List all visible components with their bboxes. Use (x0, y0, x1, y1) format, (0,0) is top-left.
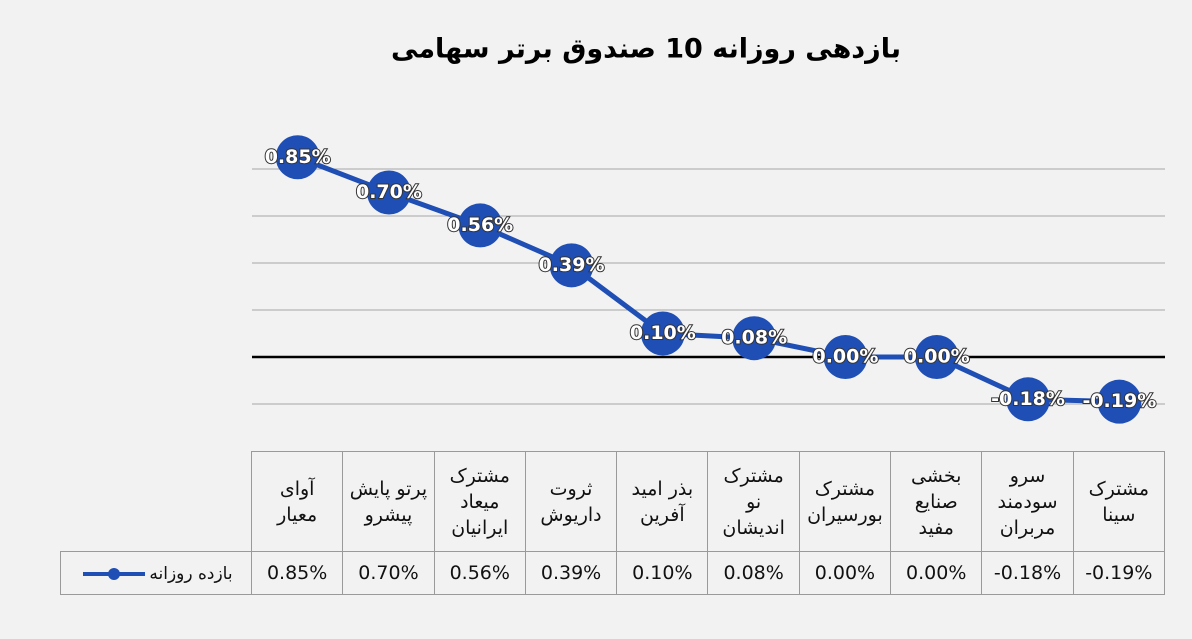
category-label: بخشی صنایع مفید (890, 451, 983, 552)
category-label: پرتو پایش پیشرو (342, 451, 435, 552)
empty-cell (60, 451, 252, 552)
point (275, 135, 320, 180)
point (1097, 379, 1142, 424)
data-label: -0.19% (1082, 390, 1156, 412)
point (640, 311, 685, 356)
table-value: 0.56% (433, 551, 526, 595)
category-label: مشترک نو اندیشان (707, 451, 800, 552)
data-label: 0.10% (630, 322, 696, 344)
table-value: 0.85% (250, 551, 344, 595)
data-label: 0.70% (356, 181, 422, 203)
legend-label: بازده روزانه (149, 564, 233, 584)
point (1006, 377, 1051, 422)
category-label: آوای معیار (250, 451, 344, 552)
category-label: مشترک میعاد ایرانیان (433, 451, 526, 552)
table-value: 0.10% (616, 551, 709, 595)
data-label: 0.00% (812, 346, 878, 368)
line (296, 154, 1120, 405)
data-label: 0.08% (721, 327, 787, 349)
point (732, 316, 777, 361)
table-value: 0.00% (798, 551, 892, 595)
point (366, 170, 411, 215)
data-label: 0.00% (904, 346, 970, 368)
table-value: -0.18% (981, 551, 1074, 595)
table-value: -0.19% (1072, 551, 1165, 595)
table-value: 0.70% (342, 551, 435, 595)
data-label: 0.56% (447, 214, 513, 236)
chart-title: بازدهی روزانه 10 صندوق برتر سهامی (391, 34, 901, 65)
data-label: 0.85% (265, 146, 331, 168)
point (458, 203, 503, 248)
category-row: آوای معیار پرتو پایش پیشرو مشترک میعاد ایر… (60, 451, 1165, 552)
data-label: 0.39% (539, 254, 605, 276)
point (914, 335, 959, 379)
data-label: -0.18% (991, 388, 1065, 410)
table-value: 0.00% (890, 551, 983, 595)
point (823, 335, 868, 379)
category-label: سرو سودمند مربران (981, 451, 1074, 552)
point (549, 243, 594, 288)
legend-cell: بازده روزانه (60, 551, 252, 595)
category-label: ثروت داریوش (524, 451, 618, 552)
legend-icon (83, 567, 146, 580)
category-label: مشترک سینا (1072, 451, 1165, 552)
chart: بازدهی روزانه 10 صندوق برتر سهامی 0.85% 0… (252, 34, 1165, 424)
table-value: 0.39% (524, 551, 618, 595)
category-label: مشترک بورسیران (798, 451, 892, 552)
table-value: 0.08% (707, 551, 800, 595)
data-table: آوای معیار پرتو پایش پیشرو مشترک میعاد ایر… (60, 451, 1165, 595)
category-label: بذر امید آفرین (616, 451, 709, 552)
value-row: بازده روزانه 0.85% 0.70% 0.56% 0.39% 0.10% 0.… (60, 551, 1165, 595)
